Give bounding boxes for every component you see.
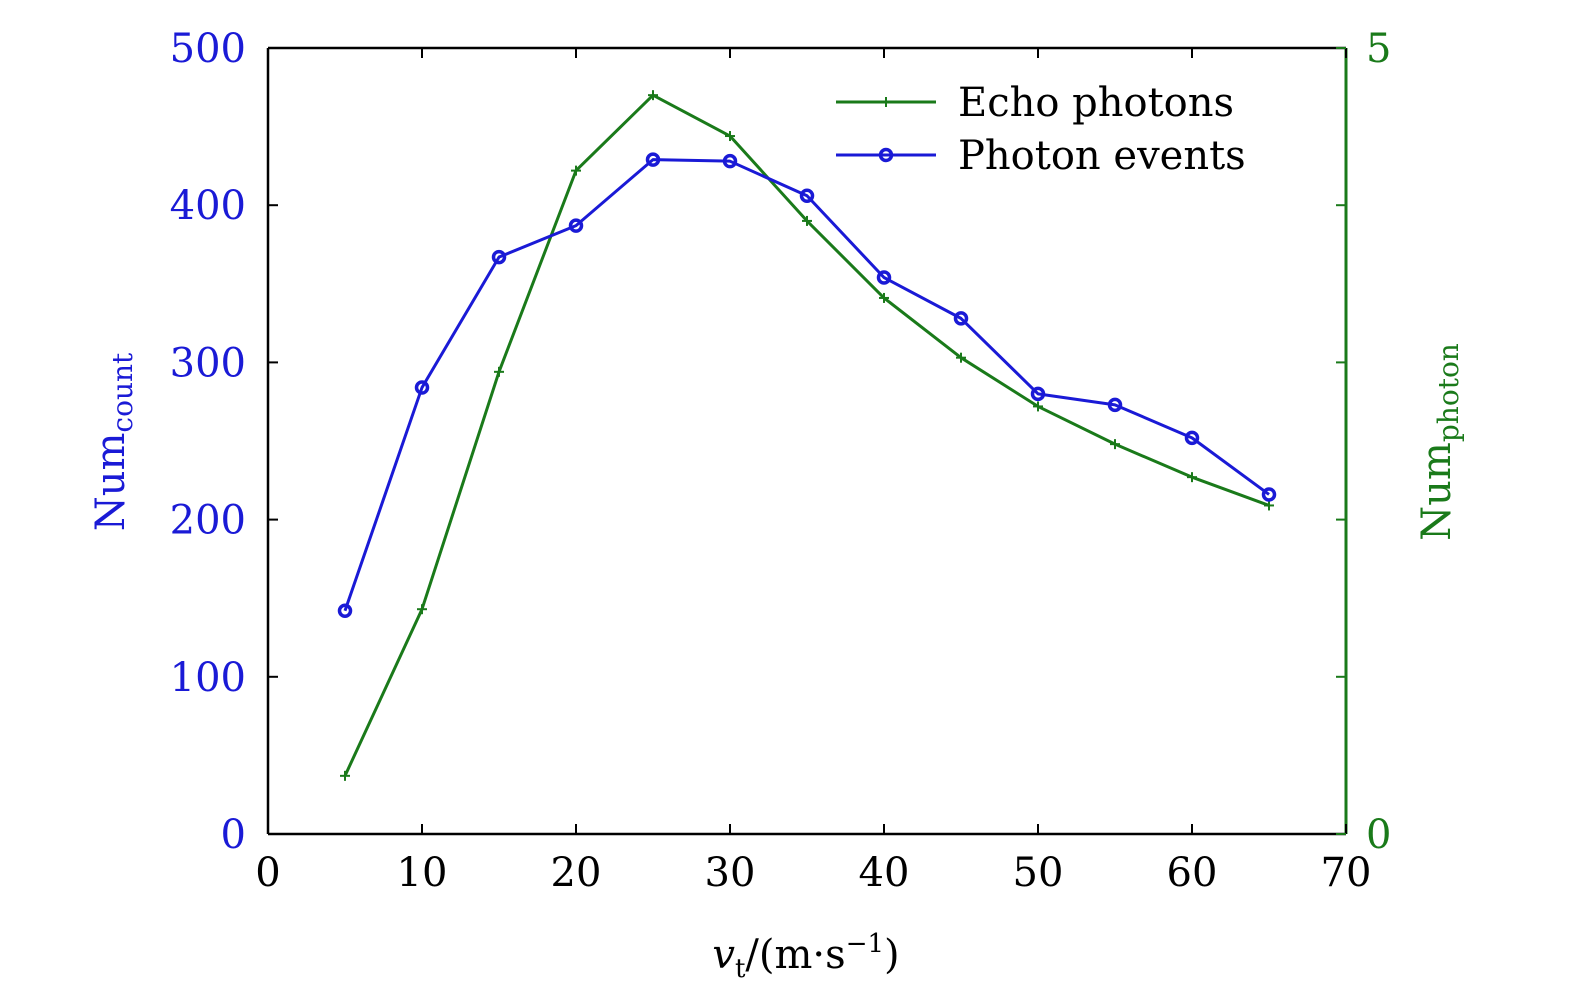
legend-plus-marker <box>881 97 891 107</box>
data-point-photon-events <box>953 311 969 326</box>
legend-circle-marker <box>878 147 894 163</box>
data-point-photon-events <box>1184 430 1200 446</box>
legend-marker-photon-events <box>878 147 894 163</box>
data-point-echo-photons <box>1264 500 1274 511</box>
data-point-photon-events <box>1261 487 1277 502</box>
x-tick-label: 70 <box>1321 850 1372 896</box>
y-left-tick-label: 400 <box>170 183 246 229</box>
y-right-axis-title: Numphoton <box>1414 343 1465 541</box>
data-point-photon-events <box>568 218 584 233</box>
y-right-tick-label: 0 <box>1366 812 1391 858</box>
legend-label-photon-events: Photon events <box>958 133 1246 179</box>
data-point-photon-events <box>1030 386 1046 402</box>
series-line-photon-events <box>343 158 1270 612</box>
x-tick-label: 60 <box>1167 850 1218 896</box>
data-point-photon-events <box>414 380 430 395</box>
x-tick-label: 40 <box>859 850 910 896</box>
data-point-photon-events <box>799 188 815 204</box>
y-left-axis-title: Numcount <box>88 352 139 531</box>
y-left-tick-label: 500 <box>170 26 246 72</box>
data-point-echo-photons <box>417 604 427 615</box>
legend-label-echo-photons: Echo photons <box>958 80 1234 126</box>
data-point-echo-photons <box>1110 439 1120 450</box>
data-point-echo-photons <box>879 292 889 303</box>
x-tick-label: 10 <box>397 850 448 896</box>
data-point-photon-events <box>645 152 661 167</box>
y-left-tick-label: 0 <box>221 812 246 858</box>
x-axis-title: vt/(m·s−1) <box>712 929 899 984</box>
y-left-tick-label: 300 <box>170 340 246 386</box>
legend-marker-echo-photons <box>881 97 891 107</box>
x-tick-label: 0 <box>255 850 280 896</box>
data-point-echo-photons <box>956 352 966 363</box>
y-right-tick-label: 5 <box>1366 26 1391 72</box>
data-point-echo-photons <box>725 131 735 142</box>
data-point-photon-events <box>491 249 507 265</box>
data-point-echo-photons <box>571 165 581 176</box>
x-tick-label: 50 <box>1013 850 1064 896</box>
legend: Echo photons Photon events <box>836 80 1246 179</box>
data-point-echo-photons <box>1033 401 1043 412</box>
x-tick-label: 20 <box>551 850 602 896</box>
data-point-echo-photons <box>1187 472 1197 483</box>
x-tick-label: 30 <box>705 850 756 896</box>
data-point-photon-events <box>722 153 738 169</box>
data-point-echo-photons <box>648 90 658 101</box>
y-left-tick-label: 200 <box>170 498 246 544</box>
plot-area <box>337 90 1277 781</box>
data-point-photon-events <box>876 270 892 285</box>
data-point-echo-photons <box>494 366 504 377</box>
data-point-echo-photons <box>340 770 350 781</box>
data-point-photon-events <box>337 603 353 619</box>
y-left-tick-label: 100 <box>170 655 246 701</box>
data-point-photon-events <box>1107 397 1123 413</box>
data-point-echo-photons <box>802 215 812 226</box>
